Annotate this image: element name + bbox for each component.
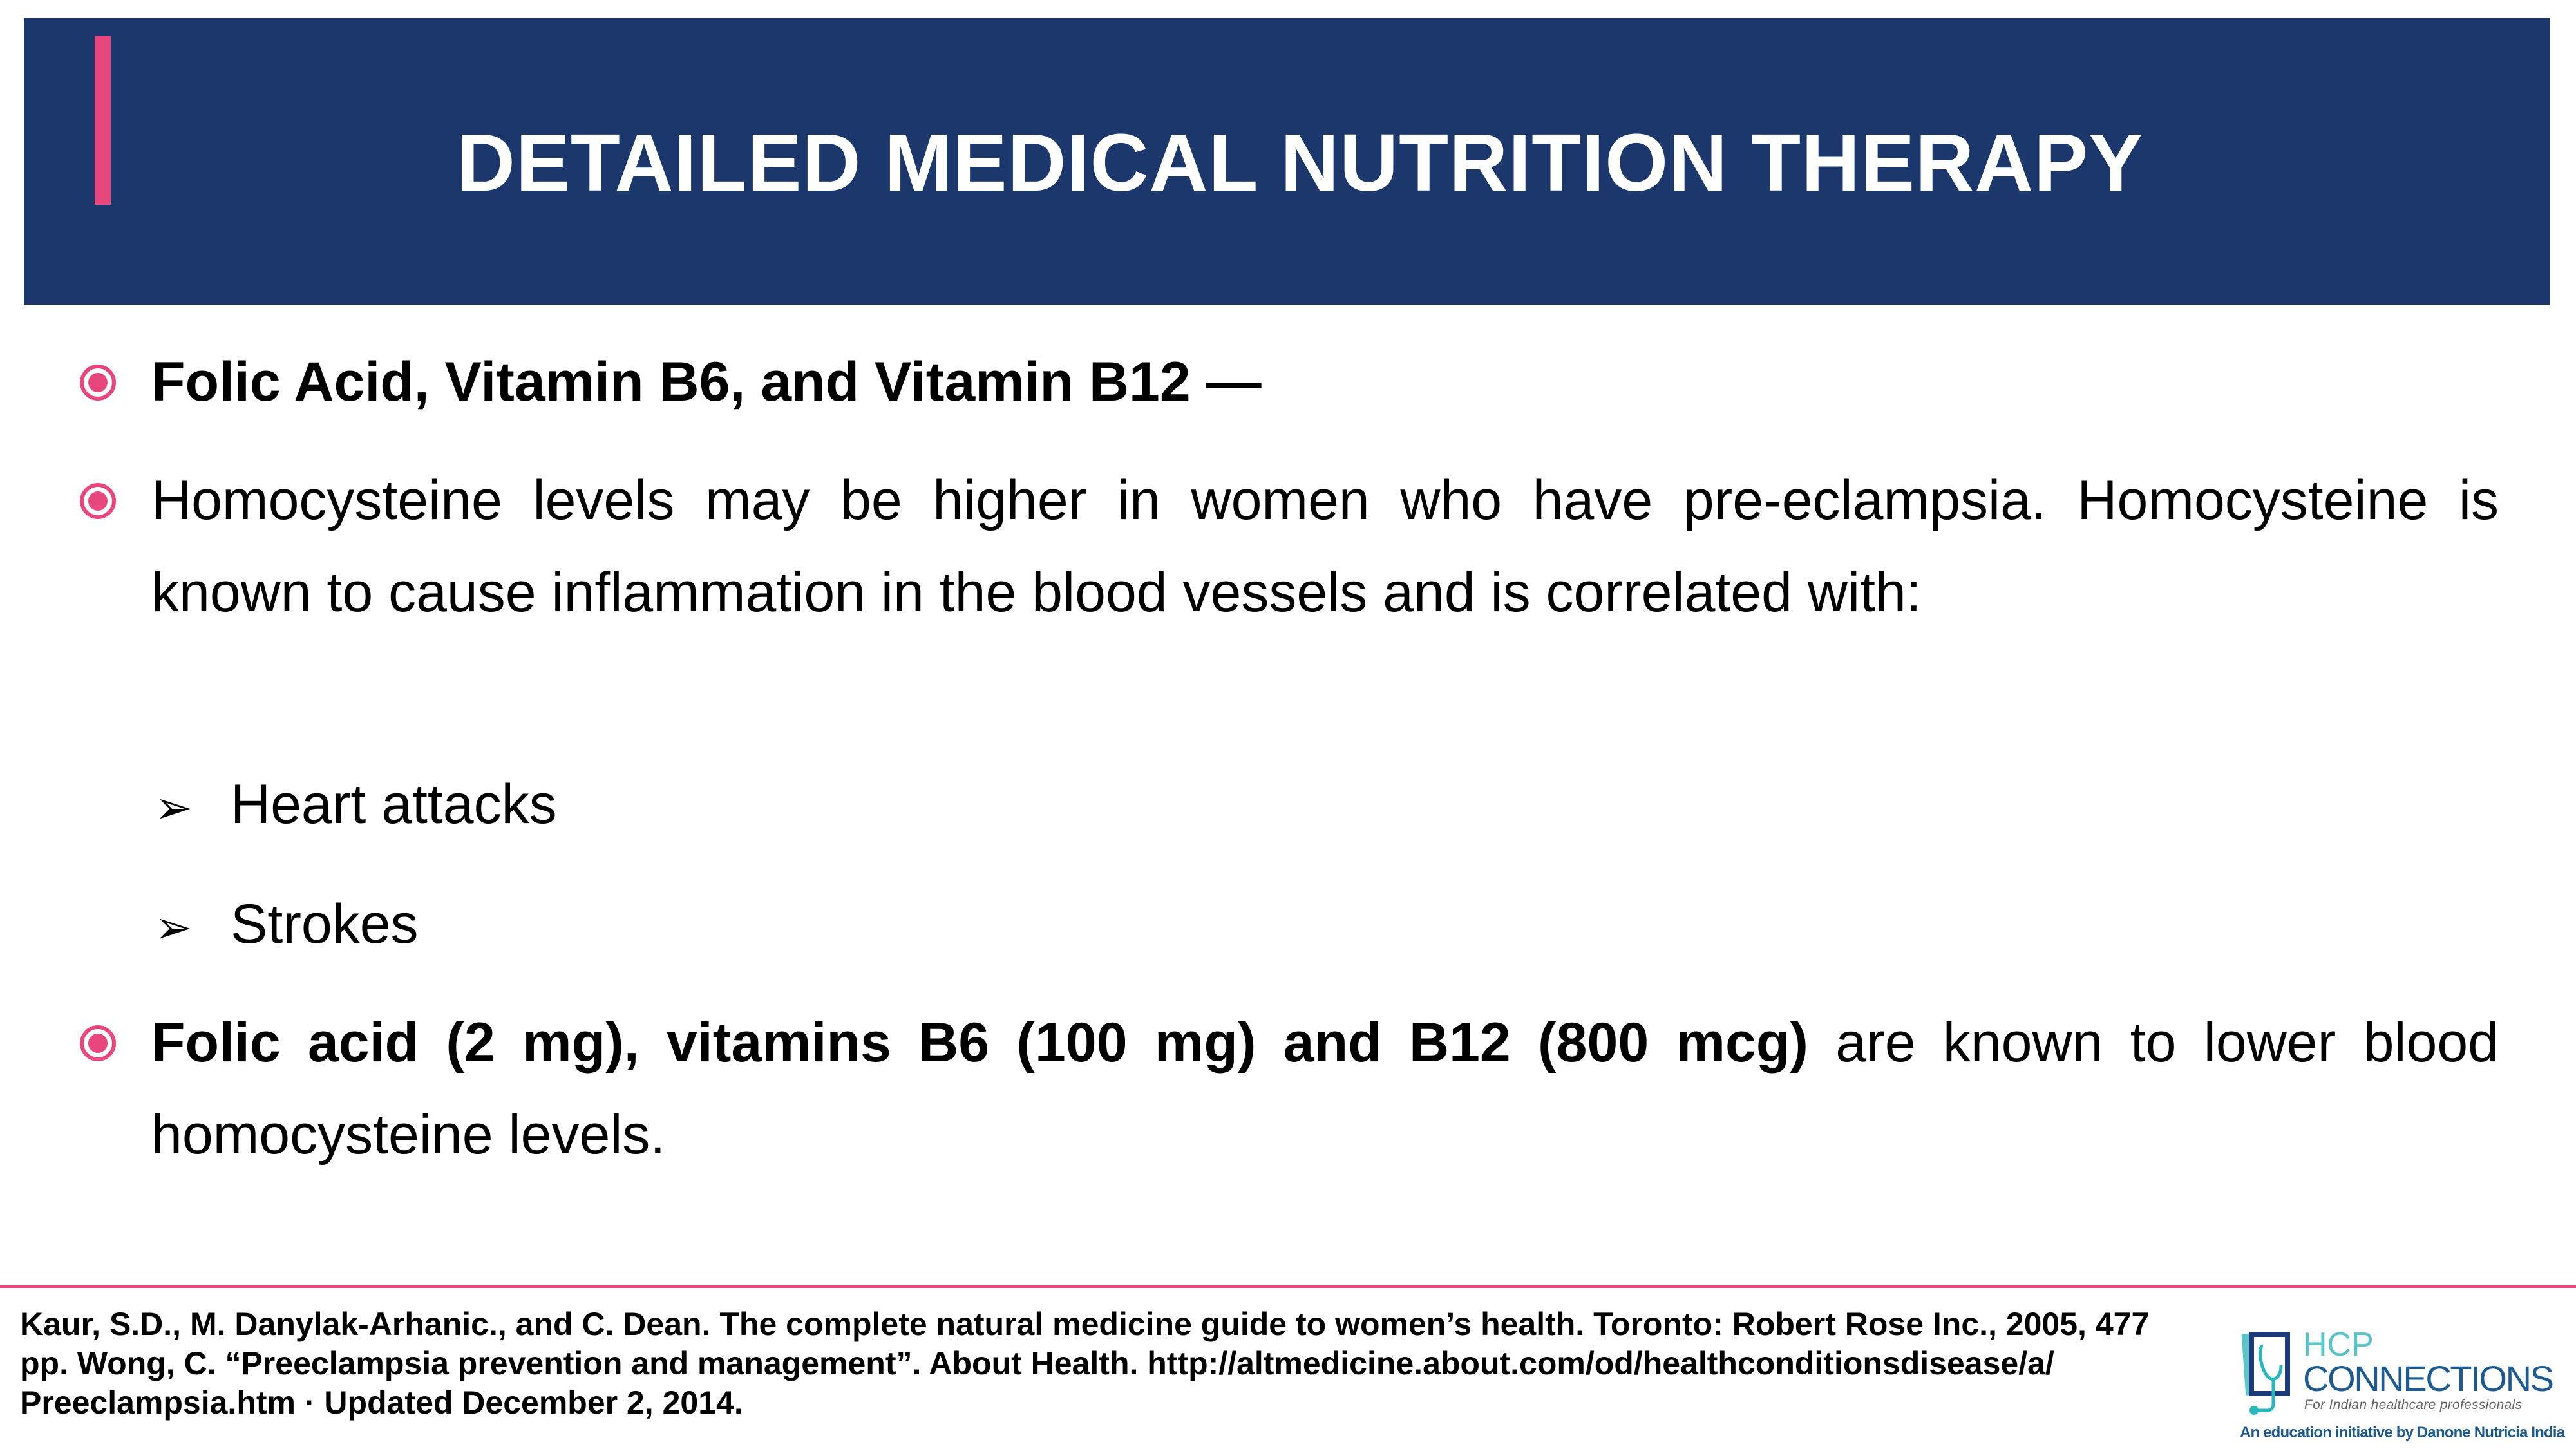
bullet-3-text: are known to lower blood homocysteine le… <box>151 1012 2499 1166</box>
svg-text:An education initiative by Dan: An education initiative by Danone Nutric… <box>2240 1424 2566 1441</box>
sub-bullet-1: ➢ Heart attacks <box>155 759 557 854</box>
sub-bullet-text: Heart attacks <box>231 773 557 835</box>
title-banner: DETAILED MEDICAL NUTRITION THERAPY <box>24 18 2550 305</box>
footer-divider <box>0 1285 2576 1288</box>
svg-text:For Indian healthcare professi: For Indian healthcare professionals <box>2304 1397 2523 1412</box>
bullet-3: Folic acid (2 mg), vitamins B6 (100 mg) … <box>151 997 2499 1181</box>
bullet-2: Homocysteine levels may be higher in wom… <box>151 469 2499 623</box>
svg-text:CONNECTIONS: CONNECTIONS <box>2303 1358 2554 1399</box>
accent-bar <box>95 36 111 205</box>
arrowhead-icon: ➢ <box>155 781 193 834</box>
target-circle-icon <box>80 1025 116 1061</box>
hcp-connections-logo: HCP CONNECTIONS For Indian healthcare pr… <box>2240 1326 2566 1441</box>
page-title: DETAILED MEDICAL NUTRITION THERAPY <box>456 117 2144 208</box>
target-circle-icon <box>80 483 116 519</box>
arrowhead-icon: ➢ <box>155 901 193 954</box>
svg-text:HCP: HCP <box>2303 1326 2374 1363</box>
reference-citation: Kaur, S.D., M. Danylak-Arhanic., and C. … <box>20 1306 2150 1421</box>
sub-bullet-text: Strokes <box>231 893 419 955</box>
target-circle-icon <box>80 365 116 401</box>
bullet-3-bold: Folic acid (2 mg), vitamins B6 (100 mg) … <box>151 1012 1808 1074</box>
bullet-1: Folic Acid, Vitamin B6, and Vitamin B12 … <box>151 336 2499 428</box>
bullet-1-bold: Folic Acid, Vitamin B6, and Vitamin B12 … <box>151 351 1262 413</box>
sub-bullet-2: ➢ Strokes <box>155 878 419 974</box>
